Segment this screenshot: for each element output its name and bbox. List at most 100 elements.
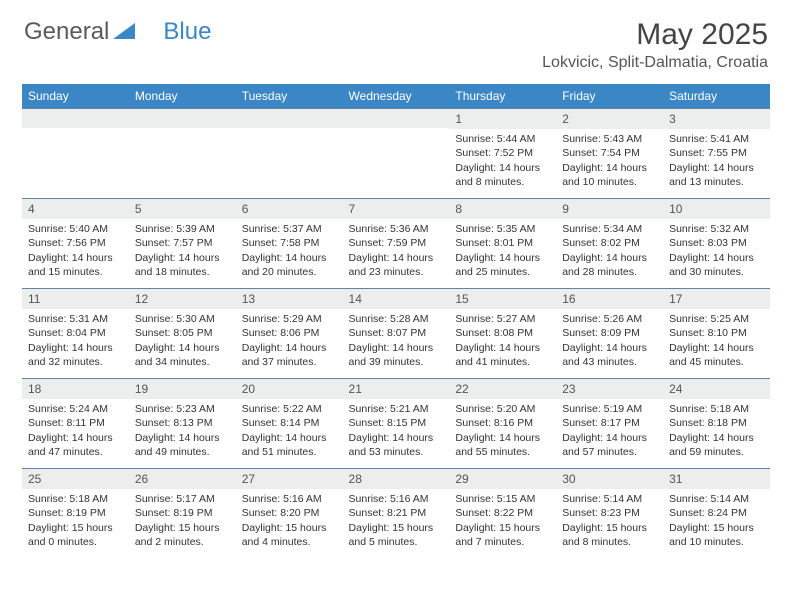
calendar-day-cell: 29Sunrise: 5:15 AMSunset: 8:22 PMDayligh… xyxy=(449,468,556,558)
sunrise-text: Sunrise: 5:29 AM xyxy=(242,312,337,326)
day-number: 13 xyxy=(236,288,343,309)
daylight-text: Daylight: 14 hours and 43 minutes. xyxy=(562,341,657,369)
calendar-day-cell: 15Sunrise: 5:27 AMSunset: 8:08 PMDayligh… xyxy=(449,288,556,378)
calendar-day-cell: 17Sunrise: 5:25 AMSunset: 8:10 PMDayligh… xyxy=(663,288,770,378)
sunset-text: Sunset: 8:17 PM xyxy=(562,416,657,430)
calendar-week-row: 25Sunrise: 5:18 AMSunset: 8:19 PMDayligh… xyxy=(22,468,770,558)
daylight-text: Daylight: 14 hours and 51 minutes. xyxy=(242,431,337,459)
calendar-day-cell: 7Sunrise: 5:36 AMSunset: 7:59 PMDaylight… xyxy=(343,198,450,288)
calendar-day-cell: 10Sunrise: 5:32 AMSunset: 8:03 PMDayligh… xyxy=(663,198,770,288)
sunrise-text: Sunrise: 5:20 AM xyxy=(455,402,550,416)
calendar-day-cell: 19Sunrise: 5:23 AMSunset: 8:13 PMDayligh… xyxy=(129,378,236,468)
day-number: 19 xyxy=(129,378,236,399)
sunrise-text: Sunrise: 5:18 AM xyxy=(28,492,123,506)
day-number xyxy=(129,108,236,128)
weekday-header: Wednesday xyxy=(343,84,450,108)
daylight-text: Daylight: 14 hours and 25 minutes. xyxy=(455,251,550,279)
weekday-header: Friday xyxy=(556,84,663,108)
calendar-day-cell: 9Sunrise: 5:34 AMSunset: 8:02 PMDaylight… xyxy=(556,198,663,288)
day-number xyxy=(343,108,450,128)
weekday-header: Monday xyxy=(129,84,236,108)
daylight-text: Daylight: 14 hours and 34 minutes. xyxy=(135,341,230,369)
sunset-text: Sunset: 8:16 PM xyxy=(455,416,550,430)
calendar-table: Sunday Monday Tuesday Wednesday Thursday… xyxy=(22,84,770,558)
calendar-week-row: 11Sunrise: 5:31 AMSunset: 8:04 PMDayligh… xyxy=(22,288,770,378)
sunset-text: Sunset: 8:18 PM xyxy=(669,416,764,430)
day-details: Sunrise: 5:43 AMSunset: 7:54 PMDaylight:… xyxy=(556,129,663,193)
calendar-day-cell: 8Sunrise: 5:35 AMSunset: 8:01 PMDaylight… xyxy=(449,198,556,288)
daylight-text: Daylight: 14 hours and 13 minutes. xyxy=(669,161,764,189)
day-details: Sunrise: 5:19 AMSunset: 8:17 PMDaylight:… xyxy=(556,399,663,463)
page-header: General Blue May 2025 Lokvicic, Split-Da… xyxy=(0,0,792,76)
day-details: Sunrise: 5:20 AMSunset: 8:16 PMDaylight:… xyxy=(449,399,556,463)
day-number: 17 xyxy=(663,288,770,309)
day-number: 30 xyxy=(556,468,663,489)
calendar-day-cell xyxy=(22,108,129,198)
weekday-header: Saturday xyxy=(663,84,770,108)
day-number: 9 xyxy=(556,198,663,219)
calendar-day-cell: 30Sunrise: 5:14 AMSunset: 8:23 PMDayligh… xyxy=(556,468,663,558)
day-details: Sunrise: 5:16 AMSunset: 8:20 PMDaylight:… xyxy=(236,489,343,553)
sunrise-text: Sunrise: 5:27 AM xyxy=(455,312,550,326)
day-number: 4 xyxy=(22,198,129,219)
calendar-day-cell: 11Sunrise: 5:31 AMSunset: 8:04 PMDayligh… xyxy=(22,288,129,378)
sunset-text: Sunset: 7:58 PM xyxy=(242,236,337,250)
day-number: 5 xyxy=(129,198,236,219)
daylight-text: Daylight: 14 hours and 37 minutes. xyxy=(242,341,337,369)
sunset-text: Sunset: 7:52 PM xyxy=(455,146,550,160)
day-details: Sunrise: 5:18 AMSunset: 8:19 PMDaylight:… xyxy=(22,489,129,553)
sunrise-text: Sunrise: 5:31 AM xyxy=(28,312,123,326)
day-number xyxy=(22,108,129,128)
sunset-text: Sunset: 8:19 PM xyxy=(28,506,123,520)
day-details: Sunrise: 5:23 AMSunset: 8:13 PMDaylight:… xyxy=(129,399,236,463)
day-details: Sunrise: 5:37 AMSunset: 7:58 PMDaylight:… xyxy=(236,219,343,283)
daylight-text: Daylight: 14 hours and 45 minutes. xyxy=(669,341,764,369)
day-number: 8 xyxy=(449,198,556,219)
calendar-day-cell: 6Sunrise: 5:37 AMSunset: 7:58 PMDaylight… xyxy=(236,198,343,288)
day-number: 28 xyxy=(343,468,450,489)
sunset-text: Sunset: 8:06 PM xyxy=(242,326,337,340)
sunset-text: Sunset: 8:01 PM xyxy=(455,236,550,250)
sunrise-text: Sunrise: 5:16 AM xyxy=(242,492,337,506)
daylight-text: Daylight: 14 hours and 23 minutes. xyxy=(349,251,444,279)
weekday-header: Sunday xyxy=(22,84,129,108)
daylight-text: Daylight: 15 hours and 0 minutes. xyxy=(28,521,123,549)
calendar-week-row: 18Sunrise: 5:24 AMSunset: 8:11 PMDayligh… xyxy=(22,378,770,468)
day-number: 27 xyxy=(236,468,343,489)
day-details: Sunrise: 5:17 AMSunset: 8:19 PMDaylight:… xyxy=(129,489,236,553)
sunset-text: Sunset: 8:07 PM xyxy=(349,326,444,340)
calendar-day-cell: 2Sunrise: 5:43 AMSunset: 7:54 PMDaylight… xyxy=(556,108,663,198)
calendar-day-cell: 20Sunrise: 5:22 AMSunset: 8:14 PMDayligh… xyxy=(236,378,343,468)
day-number: 23 xyxy=(556,378,663,399)
day-details: Sunrise: 5:40 AMSunset: 7:56 PMDaylight:… xyxy=(22,219,129,283)
day-number: 18 xyxy=(22,378,129,399)
sunset-text: Sunset: 8:05 PM xyxy=(135,326,230,340)
daylight-text: Daylight: 14 hours and 41 minutes. xyxy=(455,341,550,369)
weekday-header: Thursday xyxy=(449,84,556,108)
sunset-text: Sunset: 8:23 PM xyxy=(562,506,657,520)
day-details: Sunrise: 5:22 AMSunset: 8:14 PMDaylight:… xyxy=(236,399,343,463)
sunset-text: Sunset: 8:11 PM xyxy=(28,416,123,430)
day-number: 1 xyxy=(449,108,556,129)
sunset-text: Sunset: 8:04 PM xyxy=(28,326,123,340)
day-details: Sunrise: 5:24 AMSunset: 8:11 PMDaylight:… xyxy=(22,399,129,463)
day-number: 10 xyxy=(663,198,770,219)
day-details: Sunrise: 5:26 AMSunset: 8:09 PMDaylight:… xyxy=(556,309,663,373)
day-number: 12 xyxy=(129,288,236,309)
sunset-text: Sunset: 8:21 PM xyxy=(349,506,444,520)
calendar-week-row: 1Sunrise: 5:44 AMSunset: 7:52 PMDaylight… xyxy=(22,108,770,198)
day-number: 15 xyxy=(449,288,556,309)
day-details: Sunrise: 5:41 AMSunset: 7:55 PMDaylight:… xyxy=(663,129,770,193)
brand-part1: General xyxy=(24,18,109,46)
daylight-text: Daylight: 14 hours and 30 minutes. xyxy=(669,251,764,279)
day-details: Sunrise: 5:29 AMSunset: 8:06 PMDaylight:… xyxy=(236,309,343,373)
day-details: Sunrise: 5:44 AMSunset: 7:52 PMDaylight:… xyxy=(449,129,556,193)
daylight-text: Daylight: 15 hours and 7 minutes. xyxy=(455,521,550,549)
calendar-day-cell xyxy=(236,108,343,198)
day-details: Sunrise: 5:21 AMSunset: 8:15 PMDaylight:… xyxy=(343,399,450,463)
calendar-day-cell xyxy=(343,108,450,198)
sunrise-text: Sunrise: 5:22 AM xyxy=(242,402,337,416)
day-details: Sunrise: 5:18 AMSunset: 8:18 PMDaylight:… xyxy=(663,399,770,463)
sunset-text: Sunset: 8:02 PM xyxy=(562,236,657,250)
day-number: 16 xyxy=(556,288,663,309)
